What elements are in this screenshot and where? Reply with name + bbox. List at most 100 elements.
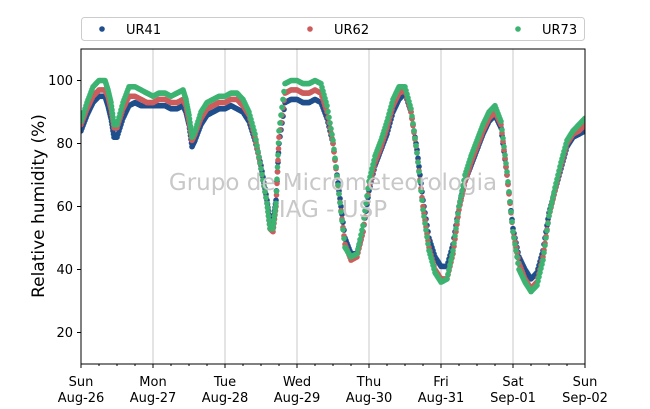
data-point (628, 165, 634, 171)
data-point (639, 111, 645, 117)
data-point (273, 188, 280, 195)
data-point (635, 121, 641, 127)
data-point (542, 242, 548, 249)
data-point (537, 269, 543, 276)
data-point (419, 197, 425, 203)
data-point (633, 127, 639, 133)
data-point (613, 288, 619, 294)
data-point (361, 215, 367, 221)
data-point (271, 213, 278, 219)
data-point (624, 251, 630, 257)
data-point (610, 293, 616, 299)
data-point (272, 209, 278, 215)
x-tick-label: Aug-27 (130, 391, 177, 406)
data-point (591, 150, 597, 156)
data-point (547, 208, 553, 214)
data-point (586, 126, 592, 132)
data-point (274, 169, 281, 175)
data-point (609, 292, 615, 298)
data-point (412, 135, 418, 142)
data-point (627, 191, 633, 197)
data-point (597, 202, 603, 208)
data-point (259, 171, 265, 178)
data-point (255, 148, 261, 155)
data-point (424, 234, 430, 240)
data-point (370, 161, 376, 168)
legend-marker (99, 26, 105, 32)
data-point (362, 207, 368, 214)
y-tick-label: 100 (48, 74, 73, 89)
data-point (589, 130, 595, 136)
data-point (600, 242, 606, 248)
data-point (601, 249, 607, 255)
data-point (262, 189, 268, 195)
x-tick-label: Fri (433, 375, 449, 390)
data-point (545, 220, 551, 227)
data-point (641, 110, 647, 116)
x-tick-label: Mon (139, 375, 166, 390)
data-point (608, 292, 614, 298)
data-point (254, 142, 260, 149)
data-point (640, 110, 646, 116)
data-point (281, 88, 287, 95)
data-point (622, 265, 628, 271)
data-point (331, 146, 337, 153)
data-point (511, 235, 517, 241)
data-point (625, 232, 631, 238)
legend-marker (515, 26, 521, 32)
data-point (411, 128, 417, 134)
data-point (605, 281, 611, 287)
data-point (556, 168, 562, 174)
data-point (605, 281, 611, 287)
data-point (415, 159, 421, 166)
data-point (633, 120, 639, 126)
data-point (330, 137, 336, 144)
data-point (552, 184, 558, 191)
data-point (631, 119, 637, 125)
data-point (612, 298, 618, 304)
data-point (604, 273, 610, 279)
data-point (279, 104, 285, 111)
data-point (628, 170, 634, 176)
data-point (614, 293, 620, 299)
data-point (270, 221, 277, 228)
data-point (609, 294, 615, 300)
data-point (536, 274, 542, 280)
data-point (409, 113, 415, 119)
data-point (416, 169, 422, 175)
data-point (643, 109, 649, 115)
data-point (265, 209, 271, 215)
data-point (620, 277, 626, 283)
watermark-line: IAG - USP (279, 197, 387, 223)
data-point (618, 289, 624, 295)
data-point (507, 199, 513, 205)
data-point (513, 247, 519, 254)
data-point (275, 145, 282, 152)
data-point (461, 177, 467, 184)
data-point (413, 142, 419, 149)
x-tick-label: Sep-01 (490, 391, 536, 406)
data-point (264, 204, 271, 211)
data-point (594, 169, 600, 175)
data-point (629, 149, 635, 155)
data-point (622, 262, 628, 268)
data-point (449, 252, 455, 259)
data-point (589, 138, 595, 144)
data-point (641, 116, 647, 122)
data-point (555, 172, 561, 178)
data-point (592, 158, 598, 164)
data-point (646, 101, 650, 107)
data-point (272, 204, 279, 211)
data-point (619, 277, 625, 283)
data-point (422, 220, 428, 227)
data-point (546, 213, 552, 219)
data-point (595, 180, 601, 186)
data-point (599, 230, 605, 236)
data-point (598, 217, 604, 223)
data-point (326, 114, 332, 121)
data-point (447, 262, 453, 268)
data-point (604, 265, 610, 271)
legend-box (81, 17, 585, 41)
data-point (595, 184, 601, 190)
